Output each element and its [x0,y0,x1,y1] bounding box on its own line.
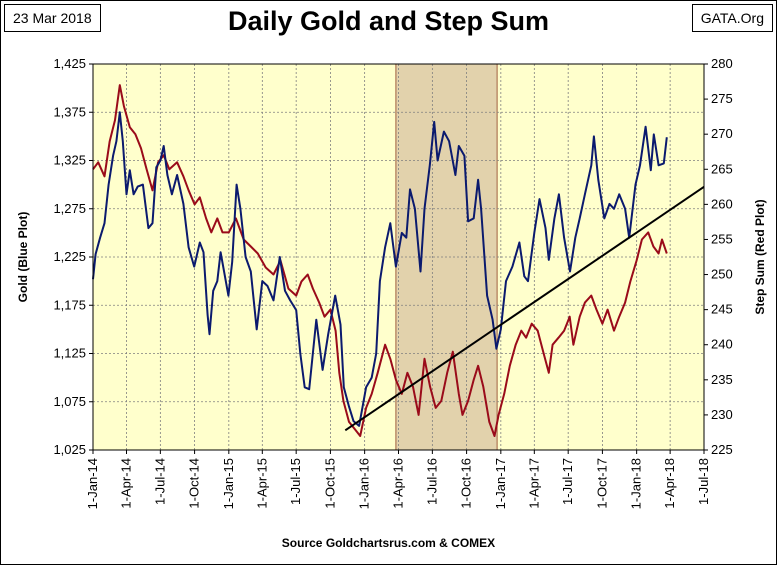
series-layer [92,84,668,437]
source-note: Source Goldchartsrus.com & COMEX [281,536,496,550]
x-tick-label: 1-Jul-15 [288,458,303,505]
y-left-tick-label: 1,225 [53,249,86,264]
x-tick-label: 1-Jan-14 [85,458,100,509]
y-right-tick-label: 265 [711,161,733,176]
x-tick-label: 1-Oct-16 [459,458,474,509]
x-tick-label: 1-Jul-17 [560,458,575,505]
step-sum-series-line [92,84,668,437]
source-tag: GATA.Org [691,4,773,32]
y-right-tick-label: 260 [711,196,733,211]
gold-series-line [92,111,668,427]
y-left-tick-label: 1,075 [53,394,86,409]
trendline [344,185,705,432]
y-left-tick-label: 1,325 [53,153,86,168]
y-right-tick-label: 230 [711,407,733,422]
x-tick-label: 1-Jul-18 [696,458,711,505]
chart-title: Daily Gold and Step Sum [227,6,550,36]
x-tick-label: 1-Jan-16 [357,458,372,509]
x-tick-label: 1-Apr-14 [118,458,133,509]
y-right-tick-label: 240 [711,337,733,352]
x-tick-label: 1-Jan-15 [221,458,236,509]
x-tick-label: 1-Jan-18 [629,458,644,509]
y-left-tick-label: 1,375 [53,104,86,119]
y-right-tick-label: 255 [711,231,733,246]
x-tick-label: 1-Apr-17 [526,458,541,509]
x-tick-label: 1-Apr-16 [391,458,406,509]
y-left-tick-label: 1,175 [53,297,86,312]
x-tick-label: 1-Oct-17 [594,458,609,509]
y-axis-title-left: Gold (Blue Plot) [16,212,30,303]
y-left-tick-label: 1,125 [53,346,86,361]
x-tick-label: 1-Oct-15 [322,458,337,509]
y-right-tick-label: 225 [711,442,733,457]
x-tick-label: 1-Oct-14 [187,458,202,509]
y-right-tick-label: 250 [711,267,733,282]
y-left-tick-label: 1,275 [53,201,86,216]
x-tick-label: 1-Apr-18 [662,458,677,509]
y-left-tick-label: 1,425 [53,56,86,71]
y-right-tick-label: 280 [711,56,733,71]
y-axis-title-right: Step Sum (Red Plot) [753,199,767,314]
y-right-tick-label: 275 [711,91,733,106]
y-left-tick-label: 1,025 [53,442,86,457]
y-right-tick-label: 235 [711,372,733,387]
x-tick-label: 1-Jul-14 [152,458,167,505]
date-label: 23 Mar 2018 [4,4,101,32]
y-right-tick-label: 245 [711,302,733,317]
x-tick-label: 1-Jan-17 [493,458,508,509]
x-tick-label: 1-Apr-15 [254,458,269,509]
y-right-tick-label: 270 [711,126,733,141]
x-tick-label: 1-Jul-16 [424,458,439,505]
axis-layer: 1,025 1,075 1,125 1,175 1,225 1,275 1,325 1,375… [53,56,732,509]
